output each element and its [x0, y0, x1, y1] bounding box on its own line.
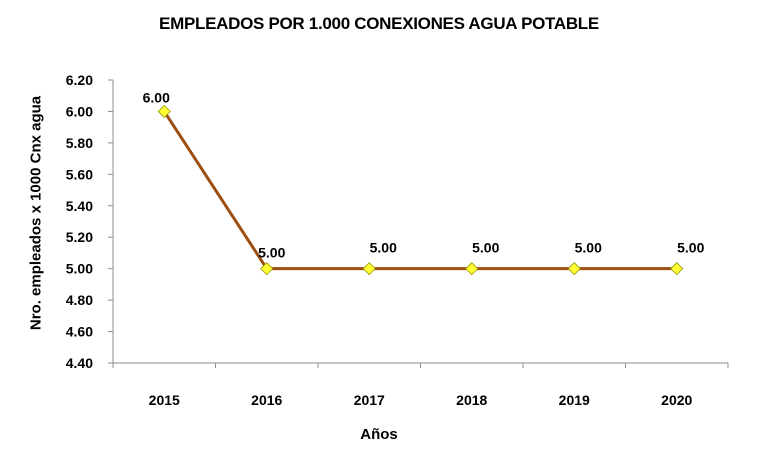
- data-point-marker: [260, 262, 274, 276]
- y-tick-label: 4.80: [66, 292, 93, 308]
- x-tick-label: 2020: [661, 392, 692, 408]
- data-label: 5.00: [472, 240, 499, 256]
- chart-title: EMPLEADOS POR 1.000 CONEXIONES AGUA POTA…: [159, 14, 599, 33]
- data-label: 6.00: [143, 89, 170, 105]
- data-label: 5.00: [677, 240, 704, 256]
- x-tick-label: 2017: [354, 392, 385, 408]
- data-label: 5.00: [370, 240, 397, 256]
- data-point-marker: [465, 262, 479, 276]
- chart-series: 6.00 5.00 5.00 5.00 5.00 5.00: [143, 89, 705, 276]
- x-tick-label: 2016: [251, 392, 282, 408]
- y-tick-label: 4.40: [66, 355, 93, 371]
- data-point-marker: [567, 262, 581, 276]
- y-tick-label: 5.00: [66, 261, 93, 277]
- chart-axes: 4.40 4.60 4.80 5.00 5.20 5.40 5.60 5.80 6.00 6.20…: [66, 72, 729, 408]
- x-tick-label: 2018: [456, 392, 487, 408]
- data-label: 5.00: [258, 245, 285, 261]
- x-tick-label: 2019: [559, 392, 590, 408]
- y-tick-label: 5.20: [66, 229, 93, 245]
- y-tick-label: 6.00: [66, 103, 93, 119]
- data-point-marker: [157, 104, 171, 119]
- series-line: [162, 110, 677, 271]
- x-tick-label: 2015: [149, 392, 180, 408]
- y-tick-label: 5.80: [66, 135, 93, 151]
- y-tick-label: 5.40: [66, 198, 93, 214]
- y-tick-label: 5.60: [66, 166, 93, 182]
- y-tick-label: 4.60: [66, 324, 93, 340]
- x-axis-label: Años: [360, 426, 398, 443]
- data-label: 5.00: [575, 240, 602, 256]
- y-tick-label: 6.20: [66, 72, 93, 88]
- data-point-marker: [670, 262, 684, 276]
- data-point-marker: [362, 262, 376, 276]
